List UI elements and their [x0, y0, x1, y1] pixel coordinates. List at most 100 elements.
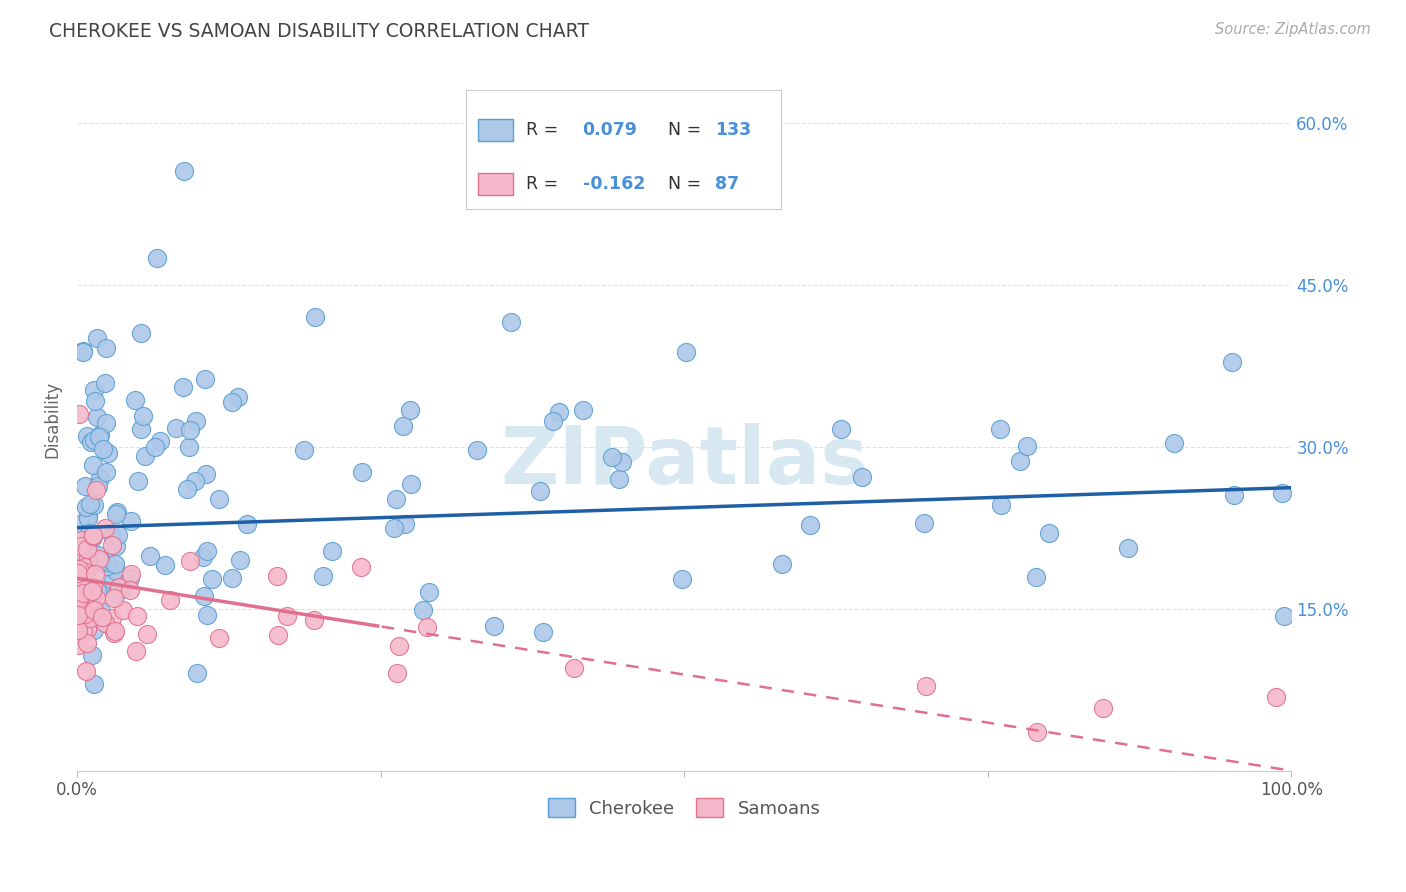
Point [80, 434, 103, 449]
Point [94, 416, 117, 430]
Point [83, 393, 105, 408]
Point [67, 605, 90, 619]
Point [304, 310, 326, 325]
Point [69, 516, 91, 531]
Point [72, 345, 94, 359]
Point [67, 407, 90, 421]
Point [77, 543, 100, 558]
Point [572, 402, 595, 417]
Point [70, 590, 93, 604]
Point [121, 566, 143, 581]
Point [177, 440, 200, 454]
Point [197, 608, 219, 623]
Point [96, 555, 118, 569]
Point [77, 601, 100, 615]
Point [529, 484, 551, 499]
Point [73, 578, 96, 592]
Point [120, 570, 142, 584]
Point [600, 450, 623, 464]
Point [127, 474, 149, 488]
Point [80, 591, 103, 606]
Point [84, 567, 107, 582]
Point [76, 622, 98, 636]
Point [69, 573, 91, 587]
Point [83, 603, 105, 617]
Point [229, 553, 252, 567]
Point [176, 482, 198, 496]
Point [69, 564, 91, 578]
Point [129, 422, 152, 436]
Point [82, 458, 104, 473]
Point [101, 528, 124, 542]
Point [179, 423, 201, 437]
Point [93, 442, 115, 456]
Point [86, 583, 108, 598]
Point [94, 376, 117, 390]
Point [149, 434, 172, 449]
Point [69, 609, 91, 624]
Point [73, 479, 96, 493]
Point [70, 533, 93, 547]
Point [266, 569, 288, 583]
Point [607, 472, 630, 486]
Point [83, 623, 105, 637]
Point [531, 625, 554, 640]
Point [912, 516, 935, 530]
Point [541, 414, 564, 428]
Point [915, 679, 938, 693]
Point [398, 403, 420, 417]
Point [84, 483, 107, 498]
Point [83, 434, 105, 448]
Point [72, 605, 94, 619]
Point [79, 595, 101, 609]
Point [94, 616, 117, 631]
Point [87, 548, 110, 562]
Point [70, 584, 93, 599]
Point [107, 528, 129, 542]
Point [1220, 355, 1243, 369]
Point [77, 526, 100, 541]
Point [91, 610, 114, 624]
Point [101, 611, 124, 625]
Point [67, 567, 90, 582]
Point [76, 542, 98, 557]
Point [82, 559, 104, 574]
Point [547, 405, 569, 419]
Point [350, 559, 373, 574]
Point [87, 478, 110, 492]
Point [105, 505, 128, 519]
Point [86, 330, 108, 344]
Point [191, 549, 214, 564]
Point [72, 624, 94, 639]
Text: CHEROKEE VS SAMOAN DISABILITY CORRELATION CHART: CHEROKEE VS SAMOAN DISABILITY CORRELATIO… [49, 22, 589, 41]
Point [67, 592, 90, 607]
Point [70, 571, 93, 585]
Point [67, 607, 90, 622]
Point [388, 639, 411, 653]
Point [851, 469, 873, 483]
Point [675, 345, 697, 359]
Point [75, 500, 97, 514]
Point [221, 571, 243, 585]
Point [416, 620, 439, 634]
Point [73, 607, 96, 622]
Point [1163, 436, 1185, 450]
Point [76, 554, 98, 568]
Point [1008, 454, 1031, 468]
Point [1274, 609, 1296, 624]
Point [165, 421, 187, 435]
Point [799, 518, 821, 533]
Point [75, 582, 97, 596]
Point [135, 627, 157, 641]
Point [80, 648, 103, 662]
Point [139, 549, 162, 563]
Point [67, 561, 90, 575]
Point [69, 620, 91, 634]
Point [97, 446, 120, 460]
Y-axis label: Disability: Disability [44, 381, 60, 458]
Point [72, 585, 94, 599]
Point [153, 558, 176, 573]
Point [82, 579, 104, 593]
Point [562, 661, 585, 675]
Point [194, 372, 217, 386]
